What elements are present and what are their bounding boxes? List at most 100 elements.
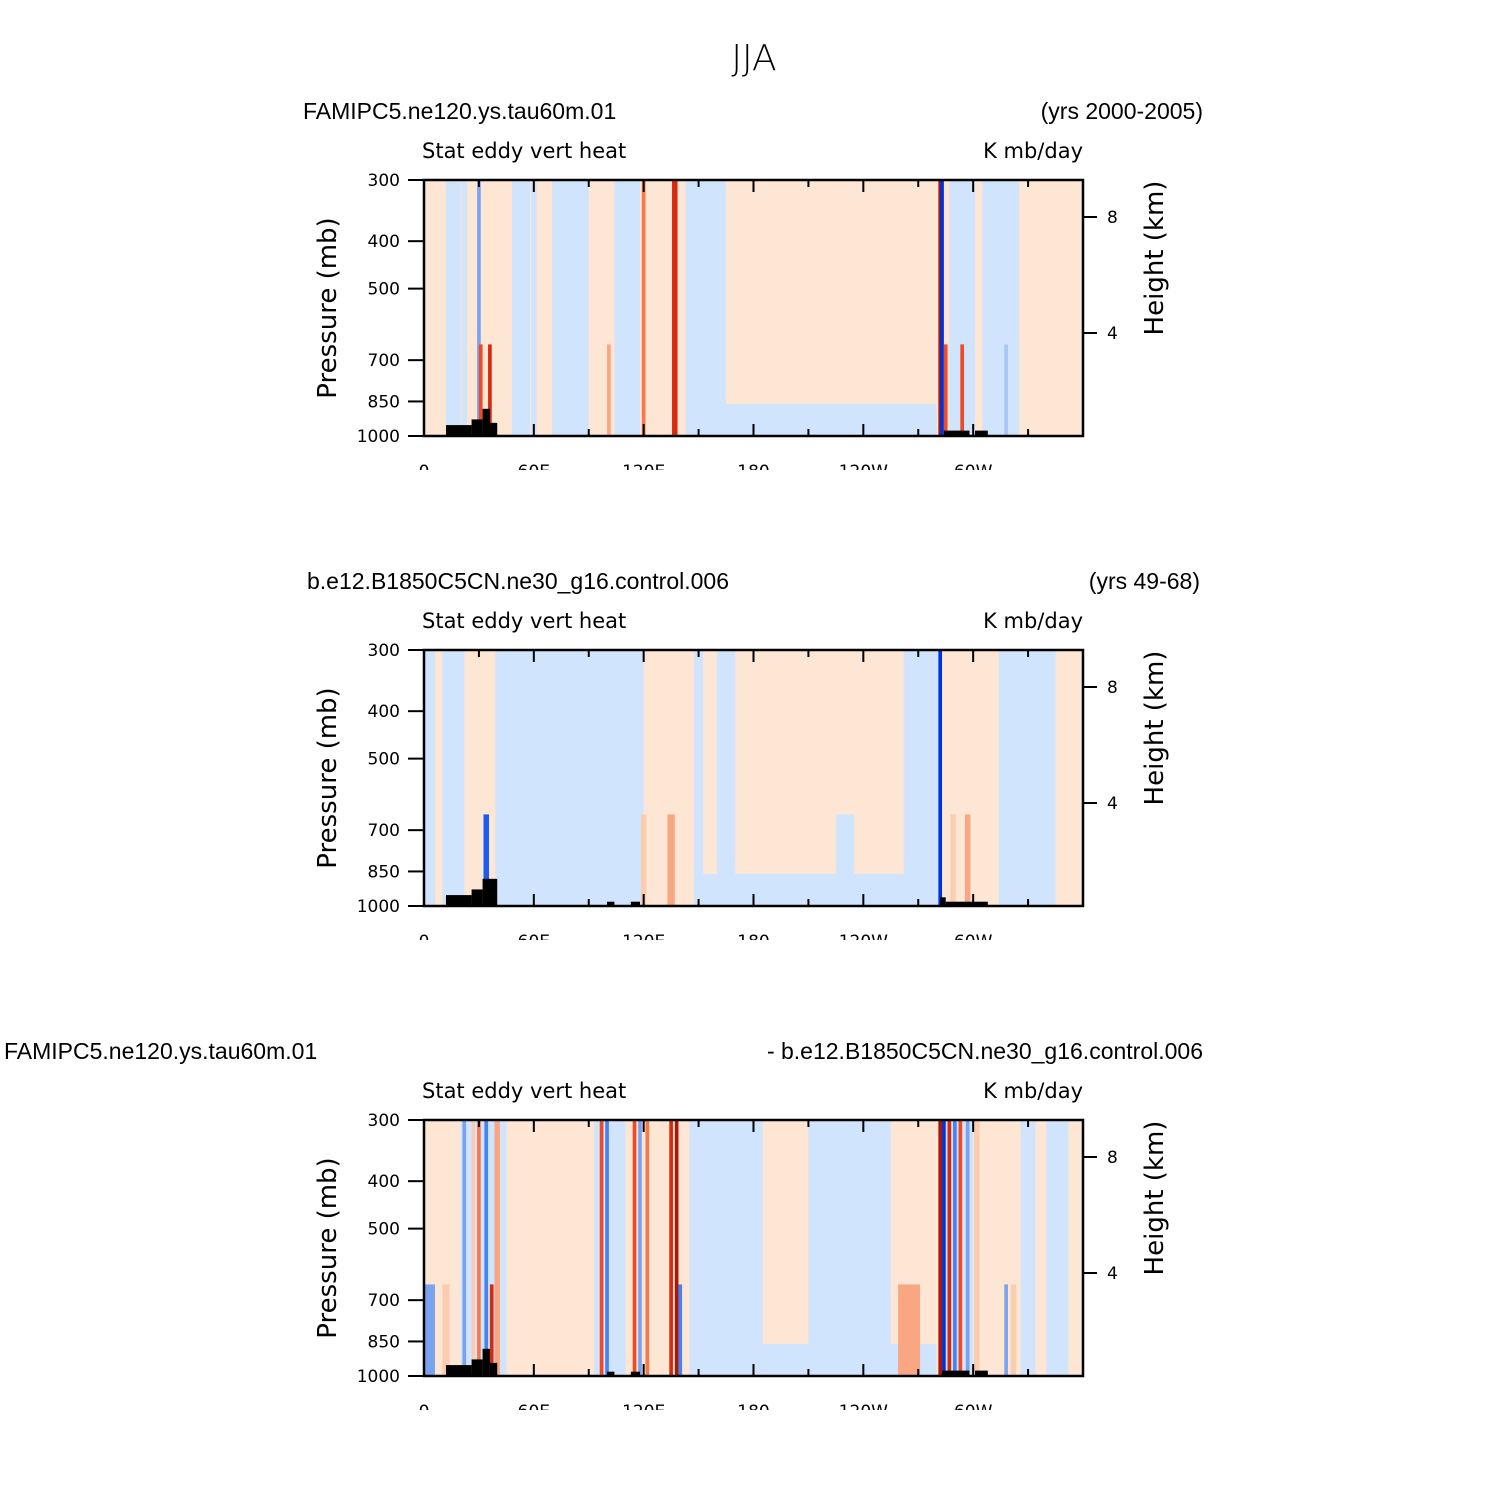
x-tick-label: 120E	[622, 932, 665, 940]
surface-layer	[698, 1343, 937, 1376]
y-tick-label: 500	[368, 750, 400, 770]
y-tick-label: 850	[368, 1332, 400, 1352]
heatmap-panel-3: 0 60E 120E 180 120W 60W 300 400 500 700 850 1000 8 4 S…	[313, 1079, 1170, 1410]
topography	[445, 425, 472, 436]
heatmap-column	[477, 1120, 481, 1376]
panel-group: 0 60E 120E 180 120W 60W 300 400 500 700 850 1000 8 4 S…	[313, 609, 1170, 940]
panel-group: 0 60E 120E 180 120W 60W 300 400 500 700 850 1000 8 4 S…	[313, 1079, 1170, 1410]
y-axis-label: Pressure (mb)	[313, 217, 343, 398]
y-tick-label: 700	[368, 821, 400, 841]
heatmap-column	[640, 814, 647, 906]
heatmap-column	[958, 1120, 963, 1376]
heatmap-column	[607, 344, 611, 436]
heatmap-column	[938, 650, 943, 906]
negative-band	[808, 1120, 891, 1376]
negative-band	[689, 1120, 763, 1376]
negative-band	[515, 650, 644, 906]
heatmap-column	[678, 1284, 683, 1376]
y-tick-label: 300	[368, 171, 400, 191]
heatmap-column	[947, 1120, 952, 1376]
heatmap-column	[483, 814, 489, 906]
topography	[940, 897, 946, 906]
heatmap-column	[492, 180, 502, 436]
heatmap-column	[674, 1120, 679, 1376]
heatmap-panel-1: 0 60E 120E 180 120W 60W 300 400 500 700 850 1000 8 4 S…	[313, 139, 1170, 470]
case-name-right: (yrs 2000-2005)	[1040, 98, 1203, 124]
y-tick-label: 700	[368, 1291, 400, 1311]
topography	[445, 895, 472, 906]
y-axis-label: Pressure (mb)	[313, 1157, 343, 1338]
x-tick-label: 60W	[954, 1402, 993, 1410]
topography	[482, 878, 498, 906]
topography	[471, 419, 483, 436]
topography	[471, 889, 483, 906]
y-tick-label: 500	[368, 1220, 400, 1240]
heatmap-column	[494, 1120, 500, 1376]
heatmap-column	[461, 180, 468, 436]
heatmap-column	[477, 180, 481, 436]
x-tick-label: 120W	[839, 932, 888, 940]
x-tick-label: 120W	[839, 1402, 888, 1410]
page-title: JJA	[731, 38, 777, 79]
x-tick-label: 180	[737, 1402, 769, 1410]
x-tick-label: 60W	[954, 462, 993, 470]
topography	[974, 430, 988, 436]
heatmap-column	[974, 180, 983, 436]
heatmap-column	[570, 180, 578, 436]
panel-group: 0 60E 120E 180 120W 60W 300 400 500 700 850 1000 8 4 S…	[313, 139, 1170, 470]
case-name-right: - b.e12.B1850C5CN.ne30_g16.control.006	[766, 1038, 1203, 1064]
heatmap-column	[998, 650, 1021, 906]
heatmap-column	[632, 1120, 637, 1376]
heatmap-column	[424, 1284, 435, 1376]
y-tick-right-label: 4	[1107, 794, 1118, 814]
heatmap-column	[488, 344, 492, 436]
heatmap-column	[964, 814, 971, 906]
topography	[942, 1370, 970, 1376]
heatmap-column	[953, 1120, 957, 1376]
topography	[945, 901, 988, 906]
topography	[489, 422, 498, 436]
heatmap-column	[943, 344, 948, 436]
heatmap-column	[974, 1120, 980, 1376]
heatmap-column	[835, 814, 855, 906]
heatmap-column	[940, 180, 944, 436]
topography	[630, 1371, 641, 1376]
heatmap-column	[462, 1120, 467, 1376]
panel-units: K mb/day	[983, 609, 1083, 633]
heatmap-panel-2: 0 60E 120E 180 120W 60W 300 400 500 700 850 1000 8 4 S…	[313, 609, 1170, 940]
surface-layer	[698, 873, 937, 906]
heatmap-column	[429, 180, 437, 436]
heatmap-column	[942, 1120, 946, 1376]
heatmap-column	[638, 1120, 642, 1376]
heatmap-column	[605, 1120, 609, 1376]
y-tick-label: 700	[368, 351, 400, 371]
case-name-left: FAMIPC5.ne120.ys.tau60m.01	[303, 98, 617, 124]
topography	[943, 430, 970, 436]
y-tick-right-label: 4	[1107, 1264, 1118, 1284]
heatmap-column	[1020, 1120, 1036, 1376]
y-tick-right-label: 4	[1107, 324, 1118, 344]
heatmap-column	[645, 1120, 650, 1376]
topography	[482, 408, 490, 436]
x-tick-label: 0	[419, 1402, 430, 1410]
y-tick-right-label: 8	[1107, 1148, 1118, 1168]
x-tick-label: 120E	[622, 462, 665, 470]
negative-band	[445, 180, 461, 436]
topography	[489, 1362, 498, 1376]
y-axis-label-right: Height (km)	[1140, 1121, 1170, 1276]
heatmap-column	[599, 1120, 604, 1376]
heatmap-column	[965, 1120, 970, 1376]
negative-band	[1046, 1120, 1069, 1376]
y-tick-label: 300	[368, 1111, 400, 1131]
topography	[482, 1348, 490, 1376]
y-tick-label: 400	[368, 702, 400, 722]
topography	[974, 1370, 988, 1376]
heatmap-column	[694, 650, 704, 906]
heatmap-column	[898, 1284, 921, 1376]
topography	[607, 901, 615, 906]
x-tick-label: 120E	[622, 1402, 665, 1410]
x-tick-label: 60E	[518, 462, 550, 470]
y-tick-label: 850	[368, 392, 400, 412]
heatmap-column	[484, 1120, 489, 1376]
panel-units: K mb/day	[983, 139, 1083, 163]
